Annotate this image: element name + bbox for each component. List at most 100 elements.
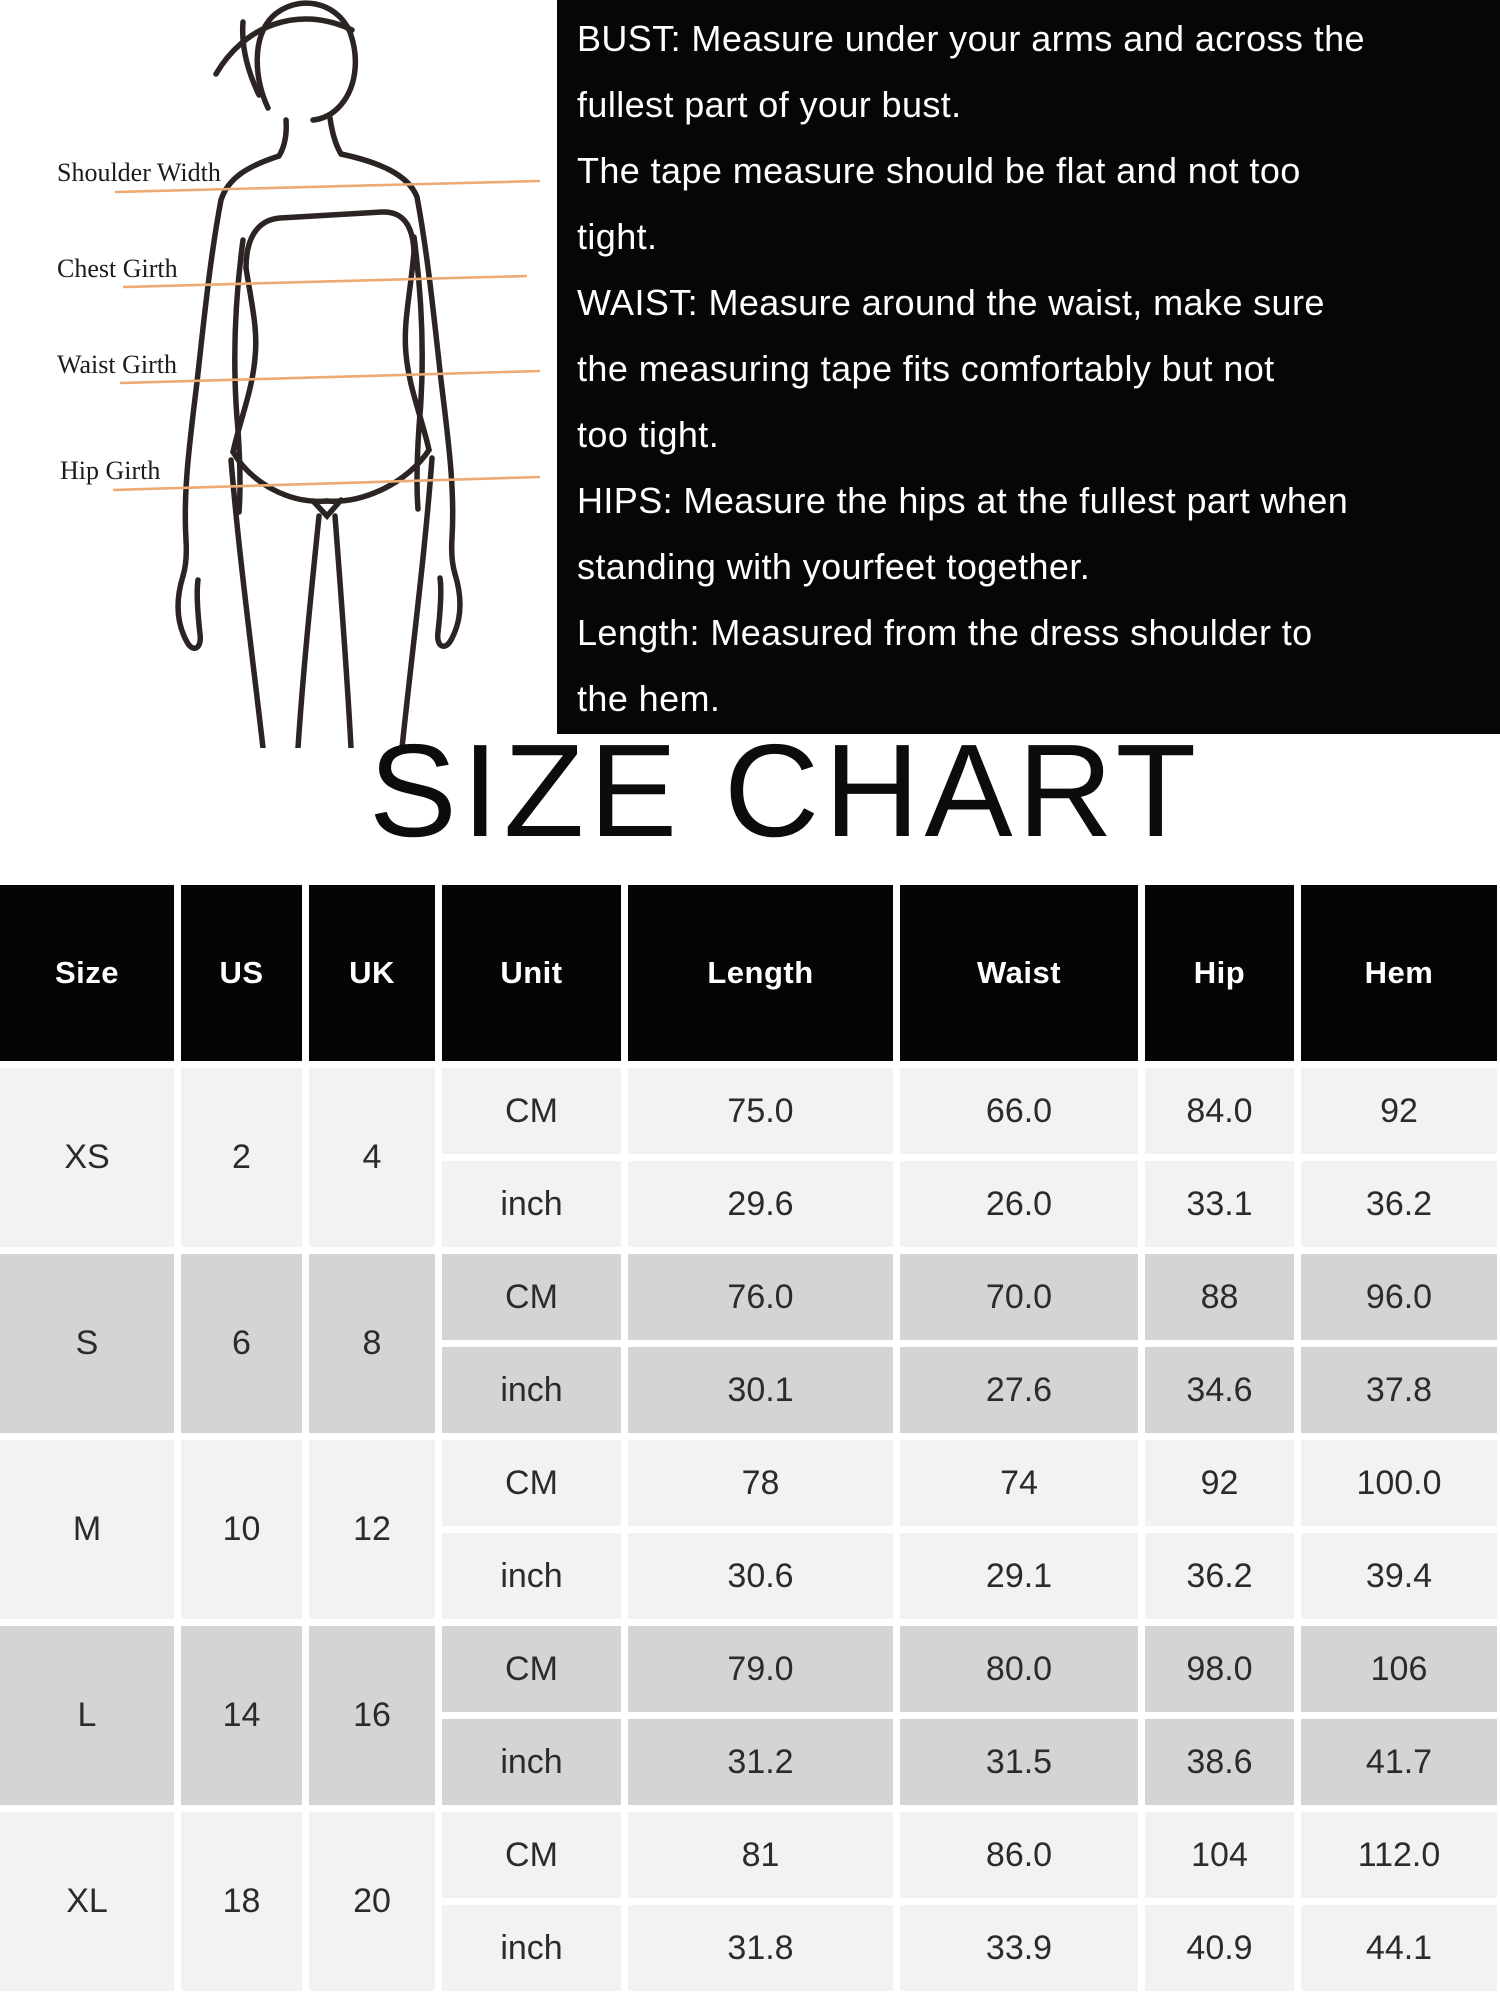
unit-cell: inch <box>442 1347 621 1433</box>
instruction-line: HIPS: Measure the hips at the fullest pa… <box>577 480 1349 521</box>
left-arm-inner-path <box>232 237 246 515</box>
head-outline-path <box>254 0 359 123</box>
value-cell: 27.6 <box>900 1347 1138 1433</box>
instruction-line: WAIST: Measure around the waist, make su… <box>577 282 1325 323</box>
header-waist: Waist <box>900 885 1138 1061</box>
instruction-line: tight. <box>577 216 658 257</box>
left-leg-outer-path <box>228 457 266 748</box>
shoulder-width-line <box>114 179 541 194</box>
instruction-line: BUST: Measure under your arms and across… <box>577 18 1365 59</box>
unit-cell: CM <box>442 1254 621 1340</box>
value-cell: 70.0 <box>900 1254 1138 1340</box>
value-cell: 96.0 <box>1301 1254 1497 1340</box>
instruction-line: The tape measure should be flat and not … <box>577 150 1301 191</box>
crotch-v-path <box>310 497 344 521</box>
unit-cell: CM <box>442 1812 621 1898</box>
value-cell: 38.6 <box>1145 1719 1294 1805</box>
value-cell: 88 <box>1145 1254 1294 1340</box>
value-cell: 84.0 <box>1145 1068 1294 1154</box>
value-cell: 104 <box>1145 1812 1294 1898</box>
measurement-lines <box>112 179 541 492</box>
hair-strand-path <box>239 19 262 98</box>
header-unit: Unit <box>442 885 621 1061</box>
right-hand-path <box>434 571 463 649</box>
bikini-right-path <box>324 447 432 504</box>
waist-girth-line <box>119 369 541 385</box>
value-cell: 30.1 <box>628 1347 893 1433</box>
bodice-top-path <box>243 209 417 271</box>
value-cell: 31.8 <box>628 1905 893 1991</box>
size-cell-xs: XS <box>0 1068 174 1247</box>
header-hem: Hem <box>1301 885 1497 1061</box>
bikini-left-path <box>230 449 330 505</box>
hair-sweep-path <box>213 16 355 77</box>
unit-cell: inch <box>442 1533 621 1619</box>
value-cell: 112.0 <box>1301 1812 1497 1898</box>
header-hip: Hip <box>1145 885 1294 1061</box>
neck-left-path <box>276 117 289 159</box>
value-cell: 75.0 <box>628 1068 893 1154</box>
size-table: Size US UK Unit Length Waist Hip Hem XS … <box>0 885 1500 1991</box>
us-cell-xl: 18 <box>181 1812 302 1991</box>
chest-girth-label: Chest Girth <box>57 254 178 283</box>
value-cell: 30.6 <box>628 1533 893 1619</box>
value-cell: 39.4 <box>1301 1533 1497 1619</box>
value-cell: 76.0 <box>628 1254 893 1340</box>
unit-cell: CM <box>442 1068 621 1154</box>
value-cell: 36.2 <box>1145 1533 1294 1619</box>
shoulder-width-label: Shoulder Width <box>57 158 221 187</box>
instruction-line: Length: Measured from the dress shoulder… <box>577 612 1313 653</box>
torso-left-path <box>230 265 259 455</box>
instruction-line: standing with yourfeet together. <box>577 546 1091 587</box>
value-cell: 79.0 <box>628 1626 893 1712</box>
left-hand-path <box>175 573 204 651</box>
uk-cell-l: 16 <box>309 1626 435 1805</box>
instruction-line: too tight. <box>577 414 720 455</box>
value-cell: 37.8 <box>1301 1347 1497 1433</box>
value-cell: 78 <box>628 1440 893 1526</box>
value-cell: 100.0 <box>1301 1440 1497 1526</box>
torso-right-path <box>402 249 432 453</box>
size-cell-l: L <box>0 1626 174 1805</box>
us-cell-m: 10 <box>181 1440 302 1619</box>
unit-cell: inch <box>442 1905 621 1991</box>
waist-girth-label: Waist Girth <box>57 350 177 379</box>
value-cell: 66.0 <box>900 1068 1138 1154</box>
us-cell-s: 6 <box>181 1254 302 1433</box>
body-outline-illustration <box>112 0 541 748</box>
measurement-figure: Shoulder Width Chest Girth Waist Girth H… <box>0 0 557 748</box>
size-cell-s: S <box>0 1254 174 1433</box>
measuring-instructions-panel: BUST: Measure under your arms and across… <box>557 0 1500 734</box>
us-cell-xs: 2 <box>181 1068 302 1247</box>
neck-right-path <box>327 115 344 157</box>
header-size: Size <box>0 885 174 1061</box>
uk-cell-m: 12 <box>309 1440 435 1619</box>
header-uk: UK <box>309 885 435 1061</box>
value-cell: 44.1 <box>1301 1905 1497 1991</box>
value-cell: 36.2 <box>1301 1161 1497 1247</box>
size-cell-xl: XL <box>0 1812 174 1991</box>
value-cell: 98.0 <box>1145 1626 1294 1712</box>
hip-girth-line <box>112 475 541 492</box>
header-length: Length <box>628 885 893 1061</box>
value-cell: 31.5 <box>900 1719 1138 1805</box>
instruction-line: the measuring tape fits comfortably but … <box>577 348 1275 389</box>
value-cell: 106 <box>1301 1626 1497 1712</box>
us-cell-l: 14 <box>181 1626 302 1805</box>
instruction-line: the hem. <box>577 678 721 719</box>
value-cell: 41.7 <box>1301 1719 1497 1805</box>
right-leg-outer-path <box>399 455 435 748</box>
value-cell: 92 <box>1145 1440 1294 1526</box>
value-cell: 81 <box>628 1812 893 1898</box>
left-arm-outer-path <box>180 153 282 579</box>
size-cell-m: M <box>0 1440 174 1619</box>
value-cell: 74 <box>900 1440 1138 1526</box>
page-title: SIZE CHART <box>368 717 1202 864</box>
chest-girth-line <box>122 274 528 289</box>
header-us: US <box>181 885 302 1061</box>
unit-cell: inch <box>442 1719 621 1805</box>
value-cell: 29.6 <box>628 1161 893 1247</box>
value-cell: 26.0 <box>900 1161 1138 1247</box>
uk-cell-xs: 4 <box>309 1068 435 1247</box>
